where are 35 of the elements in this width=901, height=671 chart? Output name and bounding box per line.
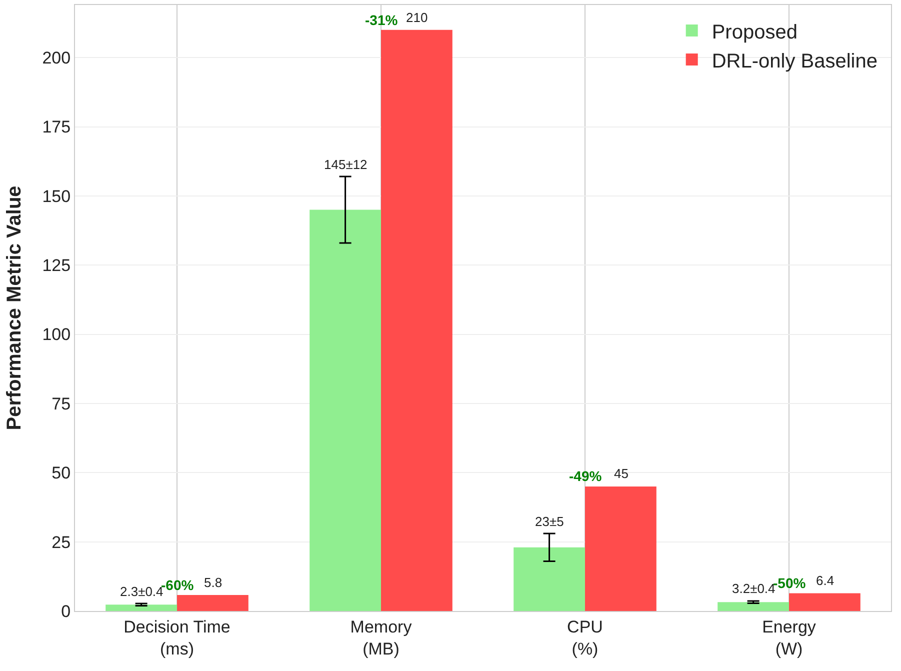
data-label: 23±5: [535, 514, 564, 529]
data-label: 2.3±0.4: [120, 584, 164, 599]
x-tick-label: CPU (%): [567, 617, 603, 658]
x-tick-label: Energy (W): [762, 617, 816, 658]
x-tick-label: Decision Time (ms): [124, 617, 230, 658]
bar: [310, 210, 381, 611]
x-tick-label: Memory (MB): [350, 617, 412, 658]
data-label: 5.8: [204, 575, 222, 590]
y-tick-label: 75: [52, 394, 71, 414]
data-label: 45: [614, 466, 628, 481]
y-tick-label: 50: [52, 464, 71, 483]
legend-label: Proposed: [712, 21, 798, 44]
data-label: 3.2±0.4: [732, 581, 776, 596]
y-tick-label: 100: [42, 325, 71, 344]
data-label: 6.4: [816, 573, 834, 588]
bar: [514, 547, 585, 611]
data-label: 210: [406, 10, 428, 25]
y-tick-label: 175: [42, 118, 71, 137]
bar: [381, 30, 452, 611]
annotation: -49%: [569, 468, 602, 484]
annotation: -31%: [365, 12, 398, 28]
data-label: 145±12: [324, 157, 368, 172]
y-tick-label: 0: [61, 602, 71, 621]
annotation: -60%: [161, 577, 194, 593]
bar: [718, 602, 789, 611]
legend-label: DRL-only Baseline: [712, 50, 878, 72]
bar: [585, 486, 656, 611]
y-tick-label: 125: [42, 256, 71, 276]
y-axis-title: Performance Metric Value: [4, 186, 26, 430]
y-tick-label: 200: [42, 48, 71, 68]
bar: [106, 604, 177, 611]
bar: [177, 594, 248, 611]
bar: [789, 593, 860, 611]
y-tick-label: 150: [42, 186, 71, 206]
y-tick-label: 25: [52, 532, 71, 552]
